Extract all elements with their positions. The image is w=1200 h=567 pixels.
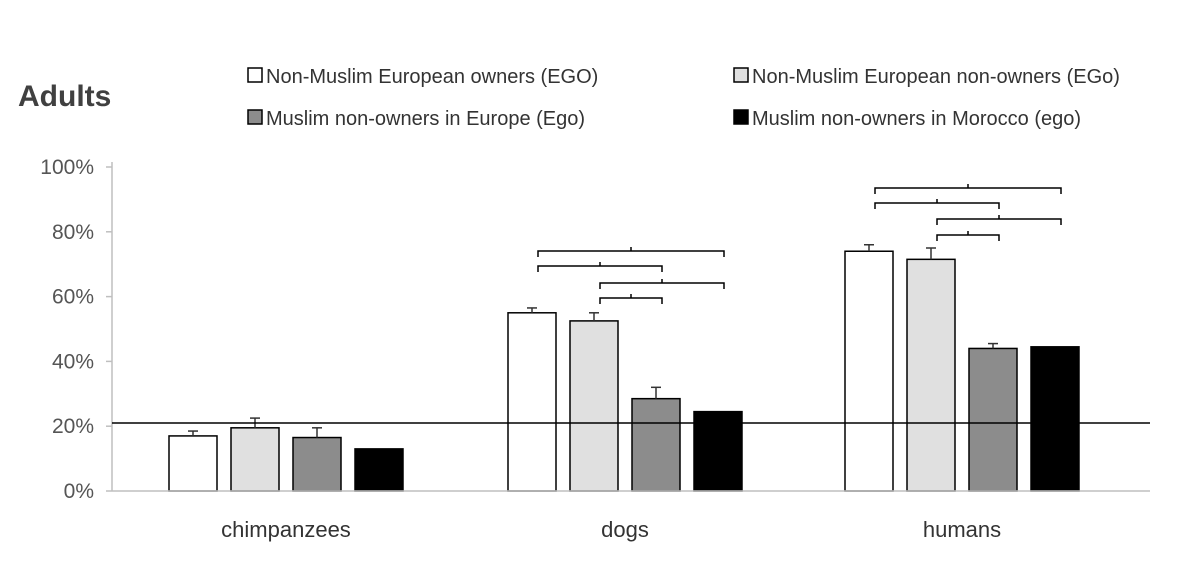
x-tick-label-humans: humans xyxy=(923,517,1001,542)
significance-bracket xyxy=(936,231,1000,241)
bar-humans-series-2 xyxy=(968,347,1018,492)
bar-chimpanzees-series-3 xyxy=(354,448,404,492)
y-tick-label: 40% xyxy=(52,350,94,373)
y-axis: 0% 20% 40% 60% 80% 100% xyxy=(40,156,113,503)
bar-chimpanzees-series-2 xyxy=(292,436,342,492)
legend-label-0: Non-Muslim European owners (EGO) xyxy=(266,66,598,88)
x-tick-label-dogs: dogs xyxy=(601,517,649,542)
legend-swatch-3 xyxy=(733,109,749,125)
bar-humans-series-1 xyxy=(906,258,956,492)
significance-bracket xyxy=(599,279,725,289)
bar-dogs-series-1 xyxy=(569,320,619,492)
y-tick-label: 100% xyxy=(40,156,94,179)
y-tick-label: 80% xyxy=(52,221,94,244)
significance-brackets xyxy=(537,184,1062,304)
bar-dogs-series-0 xyxy=(507,312,557,492)
legend-swatch-2 xyxy=(247,109,263,125)
chart-title: Adults xyxy=(18,80,111,113)
significance-bracket xyxy=(537,262,663,272)
y-tick-label: 20% xyxy=(52,415,94,438)
significance-bracket xyxy=(537,247,725,257)
significance-bracket xyxy=(936,215,1062,225)
bar-chimpanzees-series-0 xyxy=(168,435,218,492)
legend: Non-Muslim European owners (EGO) Non-Mus… xyxy=(247,66,1120,130)
y-tick-label: 0% xyxy=(64,480,94,503)
bar-humans-series-0 xyxy=(844,250,894,492)
legend-label-1: Non-Muslim European non-owners (EGo) xyxy=(752,66,1120,88)
significance-bracket xyxy=(874,184,1062,194)
x-axis: chimpanzees dogs humans xyxy=(112,490,1150,542)
legend-label-2: Muslim non-owners in Europe (Ego) xyxy=(266,108,585,130)
bar-dogs-series-2 xyxy=(631,397,681,492)
legend-label-3: Muslim non-owners in Morocco (ego) xyxy=(752,108,1081,130)
x-tick-label-chimpanzees: chimpanzees xyxy=(221,517,351,542)
bars xyxy=(168,244,1080,492)
y-tick-label: 60% xyxy=(52,286,94,309)
legend-swatch-1 xyxy=(733,67,749,83)
significance-bracket xyxy=(599,294,663,304)
legend-swatch-0 xyxy=(247,67,263,83)
significance-bracket xyxy=(874,199,1000,209)
bar-chimpanzees-series-1 xyxy=(230,427,280,492)
bar-humans-series-3 xyxy=(1030,346,1080,492)
